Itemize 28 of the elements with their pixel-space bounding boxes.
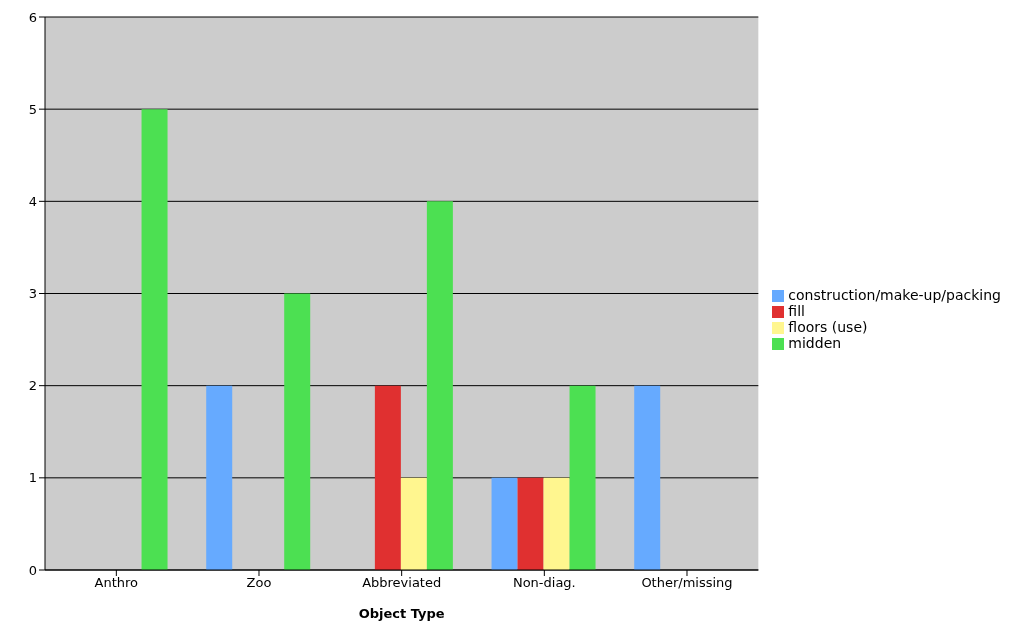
x-tick-label: Zoo — [246, 575, 272, 591]
bar — [400, 477, 427, 570]
y-tick-label: 5 — [28, 101, 37, 117]
y-tick-label: 2 — [28, 378, 37, 394]
y-tick-label: 3 — [28, 286, 37, 302]
bar — [426, 201, 453, 570]
y-tick-label: 4 — [28, 193, 37, 209]
y-tick-label: 0 — [28, 562, 37, 578]
x-tick-label: Other/missing — [641, 575, 733, 591]
bar — [517, 477, 544, 570]
bar — [374, 385, 401, 570]
x-axis-title: Object Type — [358, 606, 445, 621]
x-tick-label: Anthro — [94, 575, 139, 591]
bar — [634, 385, 661, 570]
x-tick-label: Abbreviated — [362, 575, 442, 591]
legend-label: fill — [788, 303, 805, 319]
y-tick-label: 1 — [28, 470, 37, 486]
bar — [569, 385, 596, 570]
legend-label: construction/make-up/packing — [788, 287, 1001, 303]
bar — [284, 293, 311, 570]
bar — [491, 477, 518, 570]
bar — [543, 477, 570, 570]
y-tick-label: 6 — [28, 9, 37, 25]
x-tick-label: Non-diag. — [512, 575, 576, 591]
legend-label: floors (use) — [788, 319, 868, 335]
legend-label: midden — [788, 335, 842, 351]
bar — [206, 385, 233, 570]
bar — [141, 109, 168, 570]
